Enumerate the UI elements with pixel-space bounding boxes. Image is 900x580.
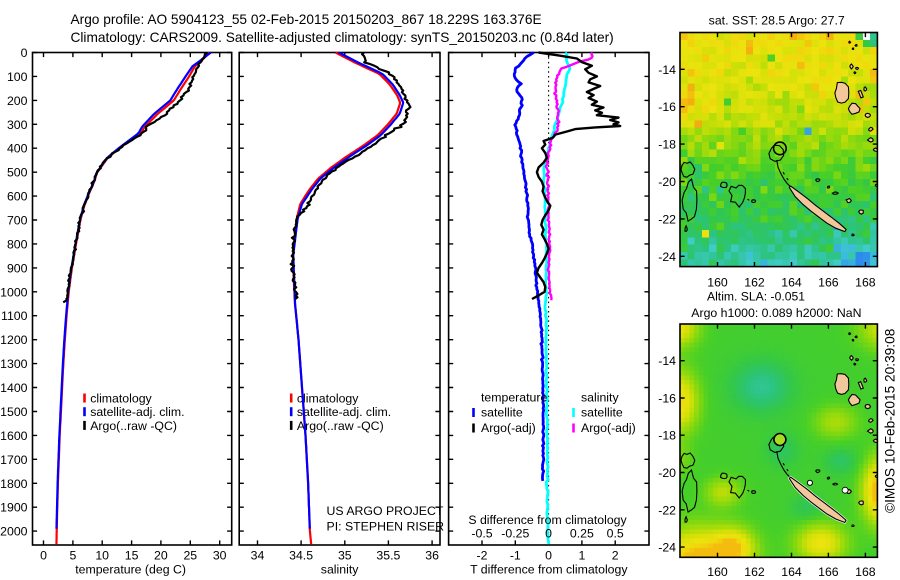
svg-text:0: 0 <box>545 549 552 563</box>
svg-text:-22: -22 <box>658 212 676 226</box>
svg-text:-16: -16 <box>658 392 676 406</box>
svg-text:T difference from climatology: T difference from climatology <box>470 563 628 577</box>
svg-text:600: 600 <box>7 190 28 204</box>
svg-text:1900: 1900 <box>0 501 28 515</box>
svg-text:500: 500 <box>7 166 28 180</box>
svg-text:-0.25: -0.25 <box>501 527 529 541</box>
svg-text:800: 800 <box>7 237 28 251</box>
svg-text:sat. SST: 28.5 Argo: 27.7: sat. SST: 28.5 Argo: 27.7 <box>709 14 845 28</box>
svg-text:Argo h1000: 0.089 h2000: NaN: Argo h1000: 0.089 h2000: NaN <box>691 306 861 320</box>
svg-text:Climatology: CARS2009. Satelli: Climatology: CARS2009. Satellite-adjuste… <box>71 30 614 45</box>
svg-text:164: 164 <box>781 565 802 579</box>
svg-text:-24: -24 <box>658 250 676 264</box>
svg-text:0: 0 <box>545 527 552 541</box>
svg-text:200: 200 <box>7 94 28 108</box>
svg-text:satellite-adj. clim.: satellite-adj. clim. <box>297 405 391 419</box>
svg-text:0.25: 0.25 <box>570 527 594 541</box>
svg-text:Argo profile: AO 5904123_55 02: Argo profile: AO 5904123_55 02-Feb-2015 … <box>71 12 542 27</box>
svg-text:0: 0 <box>21 46 28 60</box>
svg-text:-24: -24 <box>658 541 676 555</box>
svg-text:160: 160 <box>707 276 728 290</box>
svg-text:166: 166 <box>818 276 839 290</box>
svg-text:1800: 1800 <box>0 477 28 491</box>
svg-text:34.5: 34.5 <box>289 549 313 563</box>
svg-text:-2: -2 <box>477 549 488 563</box>
svg-text:-14: -14 <box>658 354 676 368</box>
svg-text:Argo(..raw -QC): Argo(..raw -QC) <box>297 419 384 433</box>
svg-text:20: 20 <box>154 549 168 563</box>
svg-text:168: 168 <box>855 276 876 290</box>
svg-text:164: 164 <box>781 276 802 290</box>
svg-text:climatology: climatology <box>90 392 152 406</box>
svg-text:25: 25 <box>183 549 197 563</box>
svg-text:salinity: salinity <box>321 563 359 577</box>
svg-text:35.5: 35.5 <box>376 549 400 563</box>
svg-text:1500: 1500 <box>0 405 28 419</box>
svg-text:-16: -16 <box>658 100 676 114</box>
svg-text:168: 168 <box>855 565 876 579</box>
svg-text:1100: 1100 <box>1 309 28 323</box>
svg-text:1000: 1000 <box>0 285 28 299</box>
svg-text:1700: 1700 <box>0 453 28 467</box>
svg-text:-20: -20 <box>658 466 676 480</box>
svg-text:35: 35 <box>338 549 352 563</box>
svg-text:166: 166 <box>818 565 839 579</box>
svg-text:-20: -20 <box>658 175 676 189</box>
svg-text:162: 162 <box>744 565 765 579</box>
svg-text:Altim. SLA: -0.051: Altim. SLA: -0.051 <box>707 289 805 303</box>
svg-text:PI: STEPHEN RISER: PI: STEPHEN RISER <box>327 520 445 534</box>
svg-text:400: 400 <box>7 142 28 156</box>
svg-text:300: 300 <box>7 118 28 132</box>
svg-text:2000: 2000 <box>0 525 28 539</box>
svg-text:100: 100 <box>7 70 28 84</box>
svg-text:160: 160 <box>707 565 728 579</box>
svg-text:0.5: 0.5 <box>607 527 624 541</box>
svg-text:1400: 1400 <box>0 381 28 395</box>
svg-text:-0.5: -0.5 <box>471 527 492 541</box>
svg-text:900: 900 <box>7 261 28 275</box>
svg-text:satellite: satellite <box>581 406 623 420</box>
svg-text:temperature: temperature <box>481 391 547 405</box>
svg-text:temperature (deg C): temperature (deg C) <box>75 563 186 577</box>
svg-text:Argo(-adj): Argo(-adj) <box>481 421 536 435</box>
svg-text:-18: -18 <box>658 429 676 443</box>
svg-text:©IMOS 10-Feb-2015 20:39:08: ©IMOS 10-Feb-2015 20:39:08 <box>883 328 898 513</box>
svg-text:34: 34 <box>251 549 265 563</box>
svg-text:US ARGO PROJECT: US ARGO PROJECT <box>327 504 444 518</box>
svg-text:-22: -22 <box>658 503 676 517</box>
svg-text:1600: 1600 <box>0 429 28 443</box>
svg-text:-14: -14 <box>658 63 676 77</box>
svg-text:1200: 1200 <box>0 333 28 347</box>
svg-text:Argo(..raw -QC): Argo(..raw -QC) <box>90 419 177 433</box>
svg-text:10: 10 <box>95 549 109 563</box>
svg-text:S difference from climatology: S difference from climatology <box>468 513 627 527</box>
svg-text:1300: 1300 <box>0 357 28 371</box>
svg-text:2: 2 <box>612 549 619 563</box>
svg-text:satellite-adj. clim.: satellite-adj. clim. <box>90 405 184 419</box>
svg-text:satellite: satellite <box>481 406 523 420</box>
svg-text:36: 36 <box>425 549 439 563</box>
svg-text:30: 30 <box>213 549 227 563</box>
svg-text:15: 15 <box>125 549 139 563</box>
svg-text:1: 1 <box>578 549 585 563</box>
svg-text:162: 162 <box>744 276 765 290</box>
svg-text:0: 0 <box>40 549 47 563</box>
svg-text:-1: -1 <box>510 549 521 563</box>
svg-text:salinity: salinity <box>581 391 619 405</box>
svg-text:Argo(-adj): Argo(-adj) <box>581 421 636 435</box>
svg-text:-18: -18 <box>658 138 676 152</box>
svg-text:climatology: climatology <box>297 392 359 406</box>
svg-text:700: 700 <box>7 214 28 228</box>
svg-text:5: 5 <box>69 549 76 563</box>
